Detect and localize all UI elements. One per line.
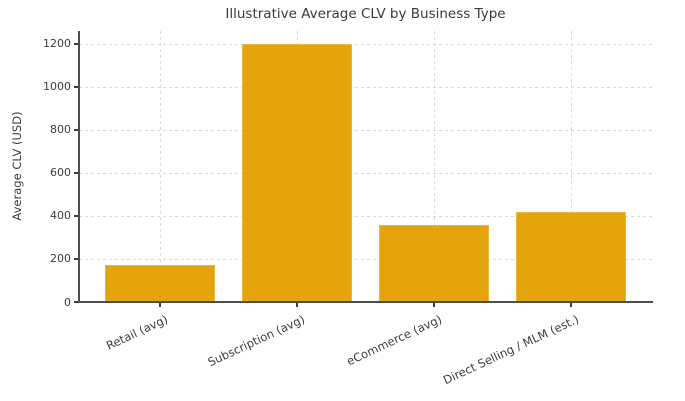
y-tick-label-600: 600	[50, 166, 71, 180]
h-gridline-400	[79, 215, 652, 217]
x-tick-mark	[296, 303, 298, 307]
v-gridline-2	[434, 31, 436, 302]
y-tick-label-1000: 1000	[43, 80, 71, 94]
y-tick-mark	[74, 215, 78, 217]
h-gridline-200	[79, 258, 652, 260]
y-tick-mark	[74, 301, 78, 303]
x-tick-mark	[159, 303, 161, 307]
y-tick-label-1200: 1200	[43, 37, 71, 51]
x-tick-label-0: Retail (avg)	[103, 312, 170, 353]
v-gridline-3	[571, 31, 573, 302]
h-gridline-1000	[79, 86, 652, 88]
y-tick-label-800: 800	[50, 123, 71, 137]
y-tick-mark	[74, 172, 78, 174]
x-tick-label-3: Direct Selling / MLM (est.)	[441, 312, 582, 388]
v-gridline-0	[159, 31, 161, 302]
bar-2	[379, 224, 489, 302]
h-gridline-800	[79, 129, 652, 131]
x-tick-label-2: eCommerce (avg)	[344, 312, 444, 369]
y-tick-label-200: 200	[50, 252, 71, 266]
chart-title: Illustrative Average CLV by Business Typ…	[225, 6, 506, 22]
x-tick-mark	[433, 303, 435, 307]
y-tick-mark	[74, 86, 78, 88]
y-axis-spine	[78, 31, 80, 302]
x-tick-label-1: Subscription (avg)	[205, 312, 307, 370]
y-axis-label: Average CLV (USD)	[10, 111, 24, 221]
bar-0	[105, 265, 215, 302]
y-tick-mark	[74, 129, 78, 131]
x-tick-mark	[570, 303, 572, 307]
bar-3	[516, 211, 626, 302]
plot-area	[79, 31, 652, 302]
y-tick-mark	[74, 43, 78, 45]
y-tick-label-0: 0	[64, 295, 71, 309]
bar-1	[242, 43, 352, 302]
h-gridline-1200	[79, 43, 652, 45]
y-tick-mark	[74, 258, 78, 260]
y-tick-label-400: 400	[50, 209, 71, 223]
h-gridline-600	[79, 172, 652, 174]
x-axis-spine	[78, 301, 653, 303]
